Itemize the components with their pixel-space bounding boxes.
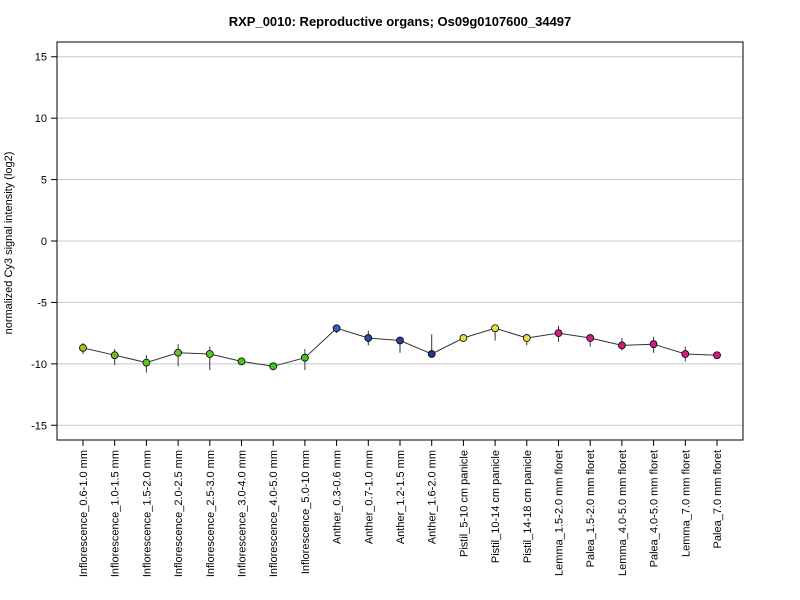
x-tick-label: Pistil_5-10 cm panicle — [458, 450, 470, 557]
plot-frame — [56, 41, 744, 441]
y-tick-label: 10 — [35, 113, 47, 125]
data-point — [237, 357, 246, 366]
x-tick-label: Inflorescence_1.5-2.0 mm — [141, 450, 153, 577]
data-point — [459, 334, 468, 342]
x-tick-label: Inflorescence_1.0-1.5 mm — [110, 450, 122, 577]
y-tick-label: 15 — [35, 52, 47, 64]
data-point — [713, 351, 721, 360]
x-tick-label: Inflorescence_3.0-4.0 mm — [237, 450, 249, 577]
data-point — [205, 350, 214, 358]
x-tick-label: Anther_0.7-1.0 mm — [363, 450, 375, 544]
data-point — [300, 353, 309, 362]
data-point — [618, 341, 626, 350]
data-series — [79, 324, 721, 373]
x-tick-label: Lemma_4.0-5.0 mm floret — [617, 450, 629, 576]
x-tick-label: Pistil_14-18 cm panicle — [522, 450, 534, 563]
x-axis: Inflorescence_0.6-1.0 mm Inflorescence_1.… — [78, 440, 724, 577]
data-point — [396, 336, 404, 345]
data-point — [586, 334, 595, 342]
data-point — [174, 348, 183, 357]
data-point — [142, 358, 151, 367]
y-axis: -15 -10 -5 0 5 10 15 — [31, 52, 57, 432]
x-tick-label: Pistil_10-14 cm panicle — [490, 450, 502, 563]
data-point — [649, 340, 658, 349]
grid-lines — [57, 56, 743, 426]
data-point — [491, 324, 500, 333]
y-tick-label: -15 — [31, 420, 47, 432]
chart-title: RXP_0010: Reproductive organs; Os09g0107… — [229, 14, 572, 29]
data-point — [522, 334, 531, 342]
x-tick-label: Palea_4.0-5.0 mm floret — [649, 450, 661, 567]
data-point — [681, 350, 690, 358]
x-tick-label: Anther_0.3-0.6 mm — [332, 450, 344, 544]
x-tick-label: Palea_1.5-2.0 mm floret — [585, 450, 597, 567]
data-point — [364, 334, 373, 342]
x-tick-label: Inflorescence_0.6-1.0 mm — [78, 450, 90, 577]
x-tick-label: Lemma_1.5-2.0 mm floret — [554, 450, 566, 576]
x-tick-label: Anther_1.2-1.5 mm — [395, 450, 407, 544]
y-axis-label: normalized Cy3 signal intensity (log2) — [3, 152, 15, 335]
x-tick-label: Inflorescence_5.0-10 mm — [300, 450, 312, 574]
data-point — [332, 324, 341, 333]
y-tick-label: -5 — [37, 297, 47, 309]
y-tick-label: 0 — [41, 236, 47, 248]
data-point — [269, 362, 278, 371]
data-point — [427, 350, 436, 358]
x-tick-label: Lemma_7.0 mm floret — [680, 450, 692, 557]
x-tick-label: Anther_1.6-2.0 mm — [427, 450, 439, 544]
x-tick-label: Inflorescence_4.0-5.0 mm — [268, 450, 280, 577]
data-point — [110, 351, 119, 360]
x-tick-label: Inflorescence_2.0-2.5 mm — [173, 450, 185, 577]
x-tick-label: Inflorescence_2.5-3.0 mm — [205, 450, 217, 577]
data-point — [79, 343, 87, 352]
data-point — [554, 329, 563, 338]
y-tick-label: 5 — [41, 175, 47, 187]
x-tick-label: Palea_7.0 mm floret — [712, 450, 724, 548]
y-tick-label: -10 — [31, 359, 47, 371]
